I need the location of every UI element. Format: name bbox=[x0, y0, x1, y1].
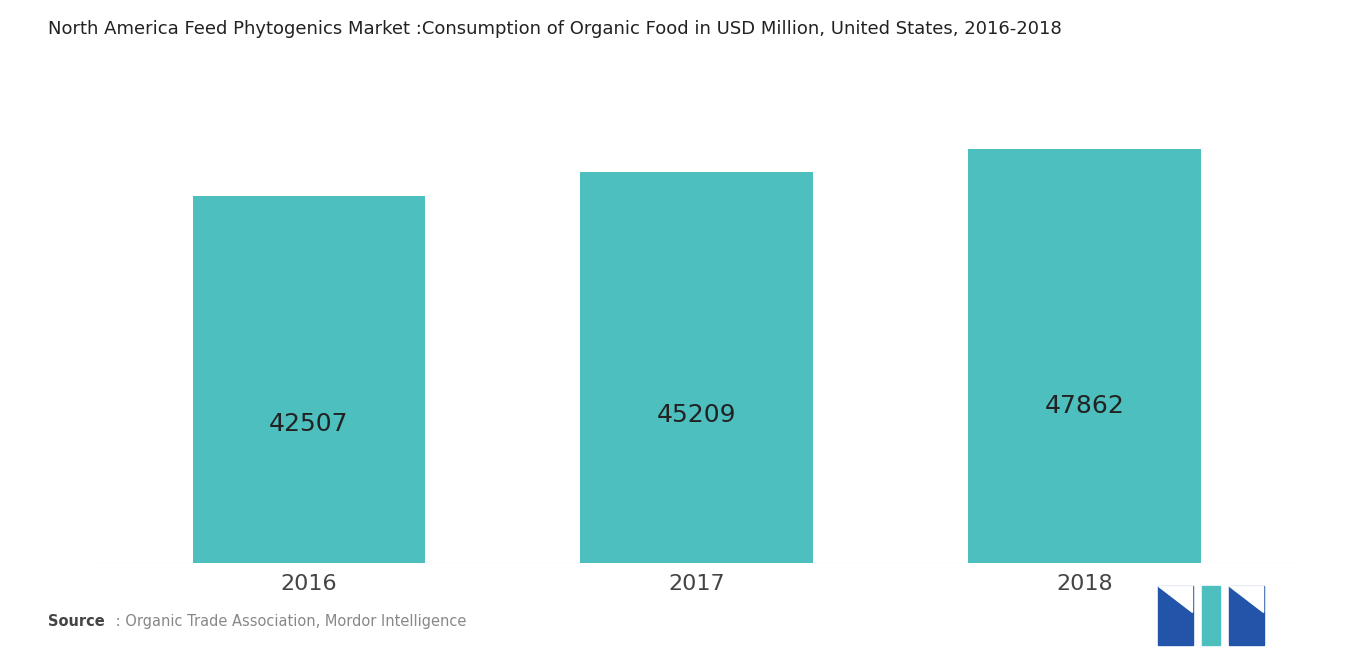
Polygon shape bbox=[1202, 586, 1220, 645]
Text: Source: Source bbox=[48, 614, 105, 629]
Text: : Organic Trade Association, Mordor Intelligence: : Organic Trade Association, Mordor Inte… bbox=[111, 614, 466, 629]
Polygon shape bbox=[1229, 586, 1264, 645]
Bar bbox=[968, 149, 1201, 563]
Bar bbox=[581, 172, 813, 563]
Text: 45209: 45209 bbox=[657, 403, 736, 426]
Polygon shape bbox=[1229, 586, 1264, 612]
Polygon shape bbox=[1158, 586, 1193, 612]
Bar bbox=[193, 196, 425, 563]
Text: 47862: 47862 bbox=[1045, 394, 1124, 418]
Text: North America Feed Phytogenics Market :Consumption of Organic Food in USD Millio: North America Feed Phytogenics Market :C… bbox=[48, 20, 1061, 37]
Text: 42507: 42507 bbox=[269, 411, 348, 436]
Polygon shape bbox=[1158, 586, 1193, 645]
